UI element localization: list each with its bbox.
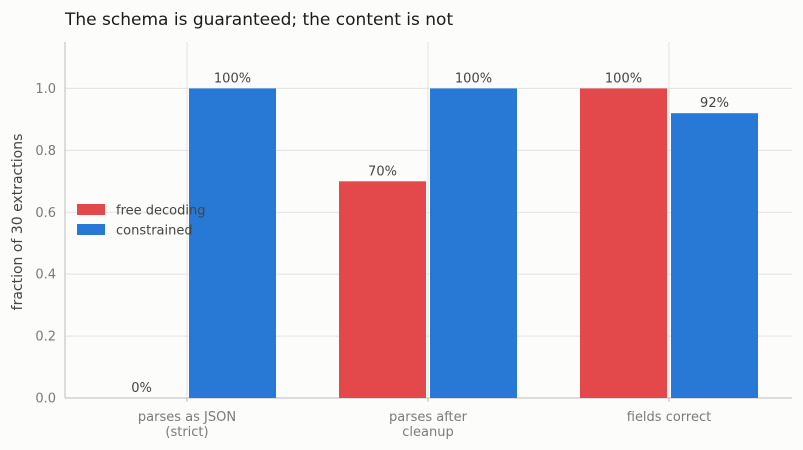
axes	[64, 42, 792, 402]
data-label: 70%	[368, 164, 397, 179]
x-tick-label: parses as JSON	[138, 410, 236, 425]
data-label: 100%	[605, 71, 642, 86]
y-tick-label: 1.0	[35, 82, 56, 97]
data-label: 100%	[214, 71, 251, 86]
x-tick-label: cleanup	[402, 425, 453, 440]
legend-swatch	[77, 204, 105, 215]
x-tick-labels: parses as JSON(strict) parses aftercleanu…	[138, 410, 711, 440]
y-tick-label: 0.6	[35, 206, 56, 221]
data-label: 0%	[131, 381, 152, 396]
data-label: 100%	[455, 71, 492, 86]
legend-label: free decoding	[116, 204, 205, 219]
y-tick-label: 0.0	[35, 392, 56, 407]
data-label: 92%	[700, 96, 729, 111]
bar-free-decoding	[339, 181, 426, 398]
y-tick-label: 0.4	[35, 268, 56, 283]
grid	[65, 42, 792, 398]
legend-label: constrained	[116, 224, 193, 239]
x-tick-label: fields correct	[627, 410, 711, 425]
y-tick-label: 0.8	[35, 144, 56, 159]
x-tick-label: parses after	[389, 410, 468, 425]
y-tick-label: 0.2	[35, 330, 56, 345]
y-axis-label: fraction of 30 extractions	[10, 134, 26, 311]
bar-constrained	[189, 88, 276, 398]
legend: free decoding constrained	[77, 204, 205, 239]
chart-title: The schema is guaranteed; the content is…	[64, 10, 453, 30]
bar-constrained	[671, 113, 758, 398]
data-labels: 0% 70% 100% 100% 100% 92%	[131, 71, 729, 396]
bars	[189, 88, 758, 398]
bar-constrained	[430, 88, 517, 398]
bar-free-decoding	[580, 88, 667, 398]
x-tick-label: (strict)	[165, 425, 208, 440]
legend-swatch	[77, 224, 105, 235]
y-tick-labels: 0.0 0.2 0.4 0.6 0.8 1.0	[35, 82, 56, 407]
